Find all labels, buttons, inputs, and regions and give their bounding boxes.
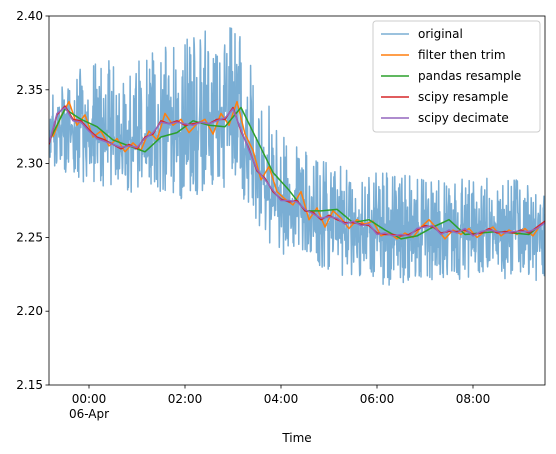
x-axis-label: Time [281,431,311,445]
legend-label: original [418,27,463,41]
series-filter-then-trim-line [52,100,542,240]
x-tick-label: 02:00 [168,392,203,406]
x-tick-label: 04:00 [264,392,299,406]
x-tick-label: 06:00 [360,392,395,406]
x-tick-label: 08:00 [456,392,491,406]
legend-label: scipy resample [418,90,508,104]
y-tick-label: 2.15 [16,378,43,392]
plot-area [49,27,545,286]
y-tick-label: 2.25 [16,230,43,244]
axes-frame [48,15,546,386]
x-tick-label: 00:00 [72,392,107,406]
y-tick-label: 2.30 [16,157,43,171]
y-tick-label: 2.35 [16,83,43,97]
y-tick-label: 2.40 [16,9,43,23]
legend-label: pandas resample [418,69,521,83]
legend-label: filter then trim [418,48,506,62]
y-tick-label: 2.20 [16,304,43,318]
legend-label: scipy decimate [418,111,509,125]
legend: original filter then trim pandas resample s… [372,20,541,133]
legend-box [372,20,541,133]
x-tick-sublabel: 06-Apr [69,407,109,421]
series-scipy-decimate-line [49,106,545,237]
